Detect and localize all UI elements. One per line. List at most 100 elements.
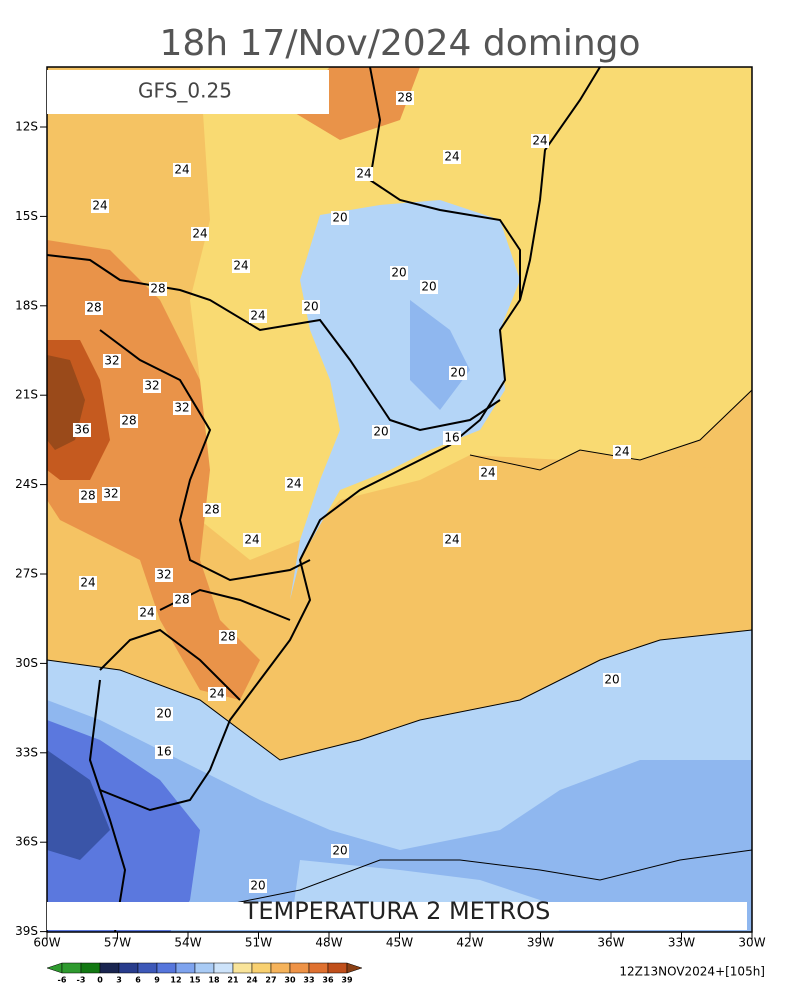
lat-label: 24S (15, 477, 38, 491)
colorbar-cell (99, 962, 120, 974)
contour-label: 24 (80, 576, 95, 590)
contour-label: 20 (604, 673, 619, 687)
contour-label: 24 (614, 445, 629, 459)
contour-label: 36 (74, 423, 89, 437)
colorbar-label: 12 (170, 976, 181, 985)
contour-label: 32 (103, 487, 118, 501)
colorbar-label: 27 (265, 976, 276, 985)
colorbar-cell (156, 962, 177, 974)
contour-label-bg (355, 167, 373, 181)
contour-label-bg (155, 745, 173, 759)
colorbar-cell (308, 962, 329, 974)
contour-label-bg (173, 593, 191, 607)
lat-label: 18S (15, 298, 38, 312)
contour-label-bg (420, 280, 438, 294)
lat-label: 36S (15, 835, 38, 849)
contour-label-bg (149, 282, 167, 296)
lon-label: 60W (33, 936, 60, 950)
colorbar-arrow (46, 962, 63, 974)
colorbar-label: 30 (284, 976, 296, 985)
contour-label-bg (73, 423, 91, 437)
contour-label-bg (249, 879, 267, 893)
lat-label: 27S (15, 567, 38, 581)
contour-label: 24 (356, 167, 371, 181)
colorbar-cell (80, 962, 101, 974)
colorbar-cell (289, 962, 310, 974)
contour-label-bg (138, 606, 156, 620)
contour-label: 24 (444, 150, 459, 164)
contour-label-bg (443, 150, 461, 164)
contour-label-bg (372, 425, 390, 439)
model-box (47, 70, 329, 114)
field-box (47, 902, 747, 930)
contour-label: 24 (192, 227, 207, 241)
contour-label: 28 (80, 489, 95, 503)
contour-label: 28 (121, 414, 136, 428)
colorbar-label: 3 (116, 976, 122, 985)
lon-label: 42W (456, 936, 483, 950)
lon-label: 36W (597, 936, 624, 950)
colorbar-cell (232, 962, 253, 974)
lon-label: 51W (245, 936, 272, 950)
contour-label: 24 (532, 134, 547, 148)
colorbar-label: 0 (97, 976, 103, 985)
colorbar-cell (327, 962, 348, 974)
contour-label-bg (155, 568, 173, 582)
contour-label-bg (103, 354, 121, 368)
colorbar-cell (194, 962, 215, 974)
contour-label: 20 (373, 425, 388, 439)
contour-label: 20 (391, 266, 406, 280)
lat-label: 33S (15, 745, 38, 759)
temperature-field (47, 67, 752, 932)
contour-label: 28 (174, 593, 189, 607)
contour-label-bg (449, 366, 467, 380)
contour-label: 32 (174, 401, 189, 415)
title: 18h 17/Nov/2024 domingo (159, 23, 640, 64)
contour-label: 32 (144, 379, 159, 393)
contour-label-bg (331, 844, 349, 858)
lon-label: 39W (527, 936, 554, 950)
colorbar-cell (118, 962, 139, 974)
contour-label: 20 (332, 844, 347, 858)
colorbar-cell (270, 962, 291, 974)
contour-label-bg (79, 576, 97, 590)
colorbar-label: 36 (322, 976, 334, 985)
colorbar-arrow (346, 962, 363, 974)
contour-label-bg (203, 503, 221, 517)
contour-label-bg (479, 466, 497, 480)
contour-label: 24 (92, 199, 107, 213)
colorbar-cell (213, 962, 234, 974)
lat-label: 21S (15, 388, 38, 402)
contour-label-bg (173, 401, 191, 415)
lat-label: 12S (15, 120, 38, 134)
contour-label-bg (85, 301, 103, 315)
contour-label: 20 (303, 300, 318, 314)
contour-label: 28 (220, 630, 235, 644)
contour-label: 16 (156, 745, 171, 759)
contour-label: 24 (209, 687, 224, 701)
contour-label-bg (91, 199, 109, 213)
colorbar-label: 9 (154, 976, 160, 985)
contour-label: 28 (204, 503, 219, 517)
contour-label: 28 (397, 91, 412, 105)
contour-label-bg (302, 300, 320, 314)
contour-label-bg (155, 707, 173, 721)
contour-label-bg (249, 309, 267, 323)
contour-label-bg (208, 687, 226, 701)
contour-label: 24 (444, 533, 459, 547)
colorbar-label: -6 (58, 976, 67, 985)
lon-label: 30W (738, 936, 765, 950)
contour-label-bg (443, 533, 461, 547)
contour-label: 20 (332, 211, 347, 225)
contour-label-bg (443, 431, 461, 445)
contour-label: 28 (86, 301, 101, 315)
contour-label-bg (243, 533, 261, 547)
lat-label: 15S (15, 209, 38, 223)
colorbar-cell (61, 962, 82, 974)
colorbar-label: 33 (303, 976, 314, 985)
colorbar-cell (175, 962, 196, 974)
contour-label-bg (531, 134, 549, 148)
contour-label: 20 (421, 280, 436, 294)
colorbar-cell (137, 962, 158, 974)
